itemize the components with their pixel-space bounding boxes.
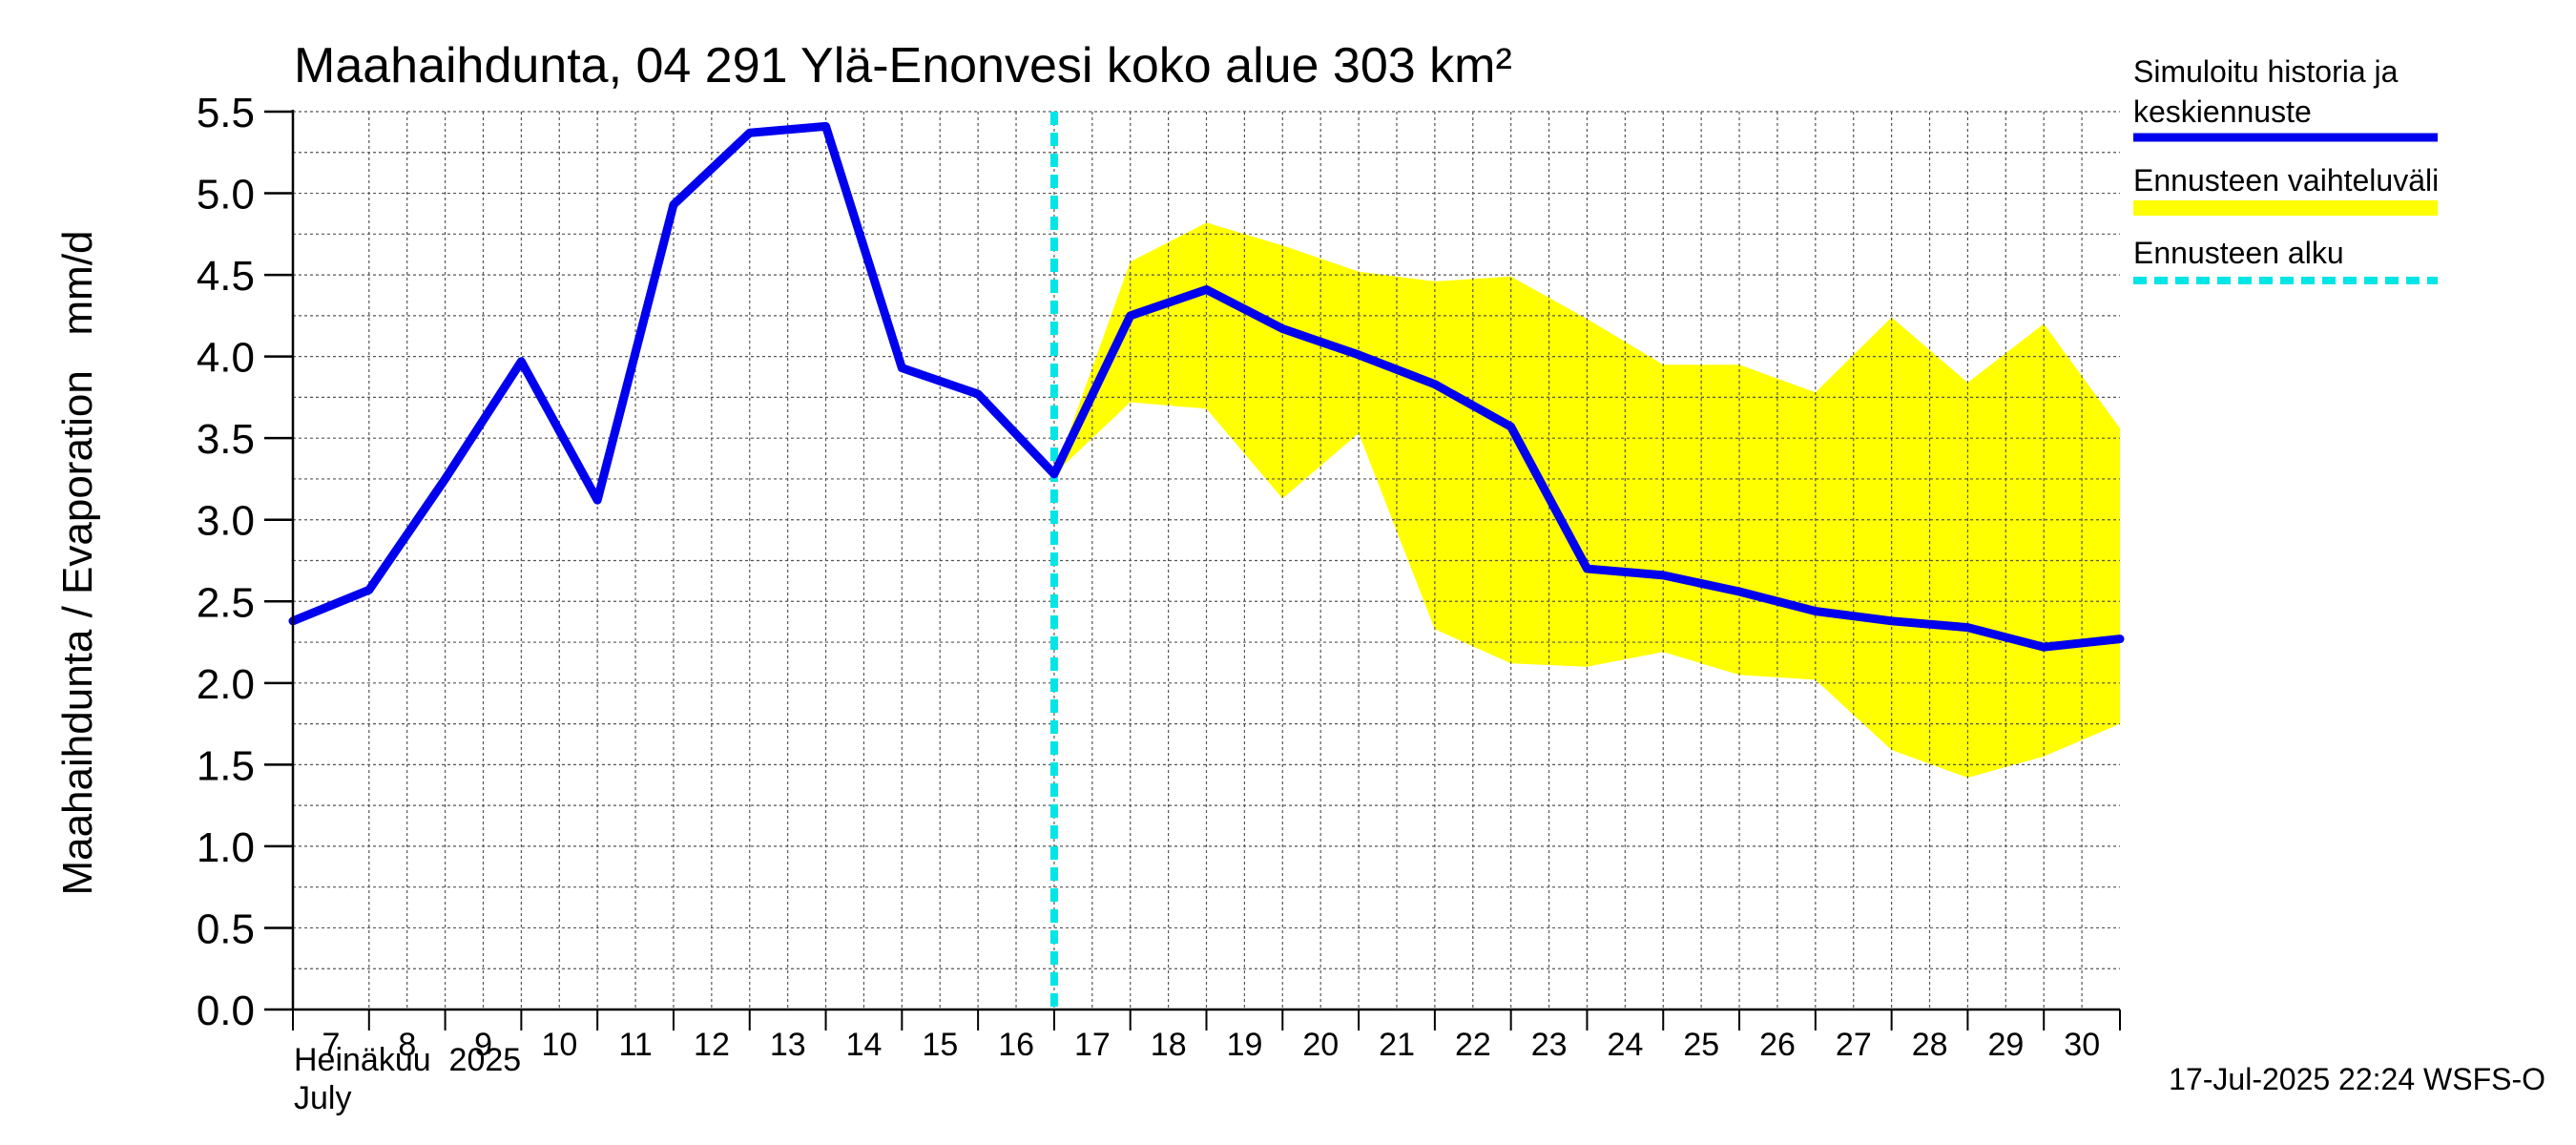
x-month-label: Heinäkuu 2025	[294, 1042, 521, 1078]
legend-swatch-band	[2133, 200, 2438, 216]
grid-layer	[293, 111, 2120, 1010]
data-point	[977, 393, 979, 395]
x-tick-label: 27	[1836, 1027, 1872, 1063]
data-point	[1662, 574, 1664, 576]
x-month-label-en: July	[294, 1080, 351, 1116]
y-tick-label: 2.0	[197, 661, 255, 708]
x-tick-label: 16	[998, 1027, 1034, 1063]
legend-label-mean-line2: keskiennuste	[2133, 94, 2312, 129]
y-tick-label: 3.5	[197, 416, 255, 463]
y-tick-label: 4.0	[197, 335, 255, 382]
y-tick-label: 2.5	[197, 579, 255, 626]
x-tick-label: 12	[694, 1027, 730, 1063]
x-tick-label: 15	[922, 1027, 958, 1063]
y-tick-label: 5.0	[197, 172, 255, 219]
data-point	[445, 478, 447, 480]
legend-label-mean: Simuloitu historia ja	[2133, 54, 2399, 89]
x-tick-label: 13	[770, 1027, 806, 1063]
x-tick-label: 17	[1074, 1027, 1111, 1063]
footer-timestamp: 17-Jul-2025 22:24 WSFS-O	[2169, 1062, 2545, 1096]
y-tick-label: 1.5	[197, 742, 255, 789]
x-tick-label: 21	[1379, 1027, 1415, 1063]
axis-layer: 0.0 0.5 1.0 1.5 2.0 2.5 3.0 3.5 4.0 4.5 5.0 5.5 7 8 9 1…	[197, 90, 2121, 1063]
data-point	[1966, 627, 1968, 629]
x-tick-label: 10	[541, 1027, 577, 1063]
x-tick-label: 28	[1912, 1027, 1948, 1063]
data-point	[1891, 620, 1893, 622]
x-tick-label: 23	[1531, 1027, 1568, 1063]
y-axis-label: Maahaihdunta / Evaporation mm/d	[54, 230, 101, 895]
y-tick-label: 3.0	[197, 498, 255, 545]
legend: Simuloitu historia ja keskiennuste Ennuste…	[2133, 54, 2439, 284]
x-tick-label: 25	[1683, 1027, 1719, 1063]
x-tick-label: 20	[1302, 1027, 1339, 1063]
legend-label-band: Ennusteen vaihteluväli	[2133, 163, 2439, 198]
data-point	[2043, 646, 2045, 648]
data-point	[673, 204, 675, 206]
x-tick-label: 18	[1151, 1027, 1187, 1063]
data-point	[1586, 568, 1588, 570]
data-point	[1206, 288, 1207, 290]
data-point	[749, 132, 751, 134]
data-point	[1281, 328, 1283, 330]
x-tick-label: 19	[1227, 1027, 1263, 1063]
data-point	[1053, 473, 1055, 475]
x-tick-label: 9	[474, 1027, 492, 1063]
data-point	[368, 589, 370, 591]
x-tick-label: 11	[619, 1027, 653, 1063]
y-tick-label: 5.5	[197, 90, 255, 136]
chart-title: Maahaihdunta, 04 291 Ylä-Enonvesi koko a…	[294, 38, 1512, 94]
x-tick-label: 30	[2064, 1027, 2100, 1063]
y-tick-label: 0.5	[197, 906, 255, 952]
data-point	[2119, 638, 2121, 640]
data-point	[1738, 591, 1740, 593]
y-tick-label: 4.5	[197, 253, 255, 300]
data-point	[520, 361, 522, 363]
y-tick-label: 1.0	[197, 824, 255, 871]
x-tick-label: 22	[1455, 1027, 1491, 1063]
x-tick-label: 24	[1608, 1027, 1644, 1063]
x-tick-label: 26	[1759, 1027, 1796, 1063]
plot-area: 0.0 0.5 1.0 1.5 2.0 2.5 3.0 3.5 4.0 4.5 5.0 5.5 7 8 9 1…	[197, 90, 2125, 1063]
x-tick-label: 7	[322, 1027, 341, 1063]
data-point	[596, 499, 598, 501]
data-point	[1358, 354, 1360, 356]
x-tick-label: 29	[1988, 1027, 2025, 1063]
data-point	[1434, 384, 1436, 385]
data-point	[825, 125, 827, 127]
data-point	[901, 367, 903, 369]
x-tick-label: 8	[398, 1027, 416, 1063]
data-point	[1130, 315, 1132, 317]
legend-label-forecast-start: Ennusteen alku	[2133, 236, 2344, 270]
x-tick-label: 14	[846, 1027, 883, 1063]
data-point	[1815, 611, 1817, 613]
y-tick-label: 0.0	[197, 988, 255, 1034]
